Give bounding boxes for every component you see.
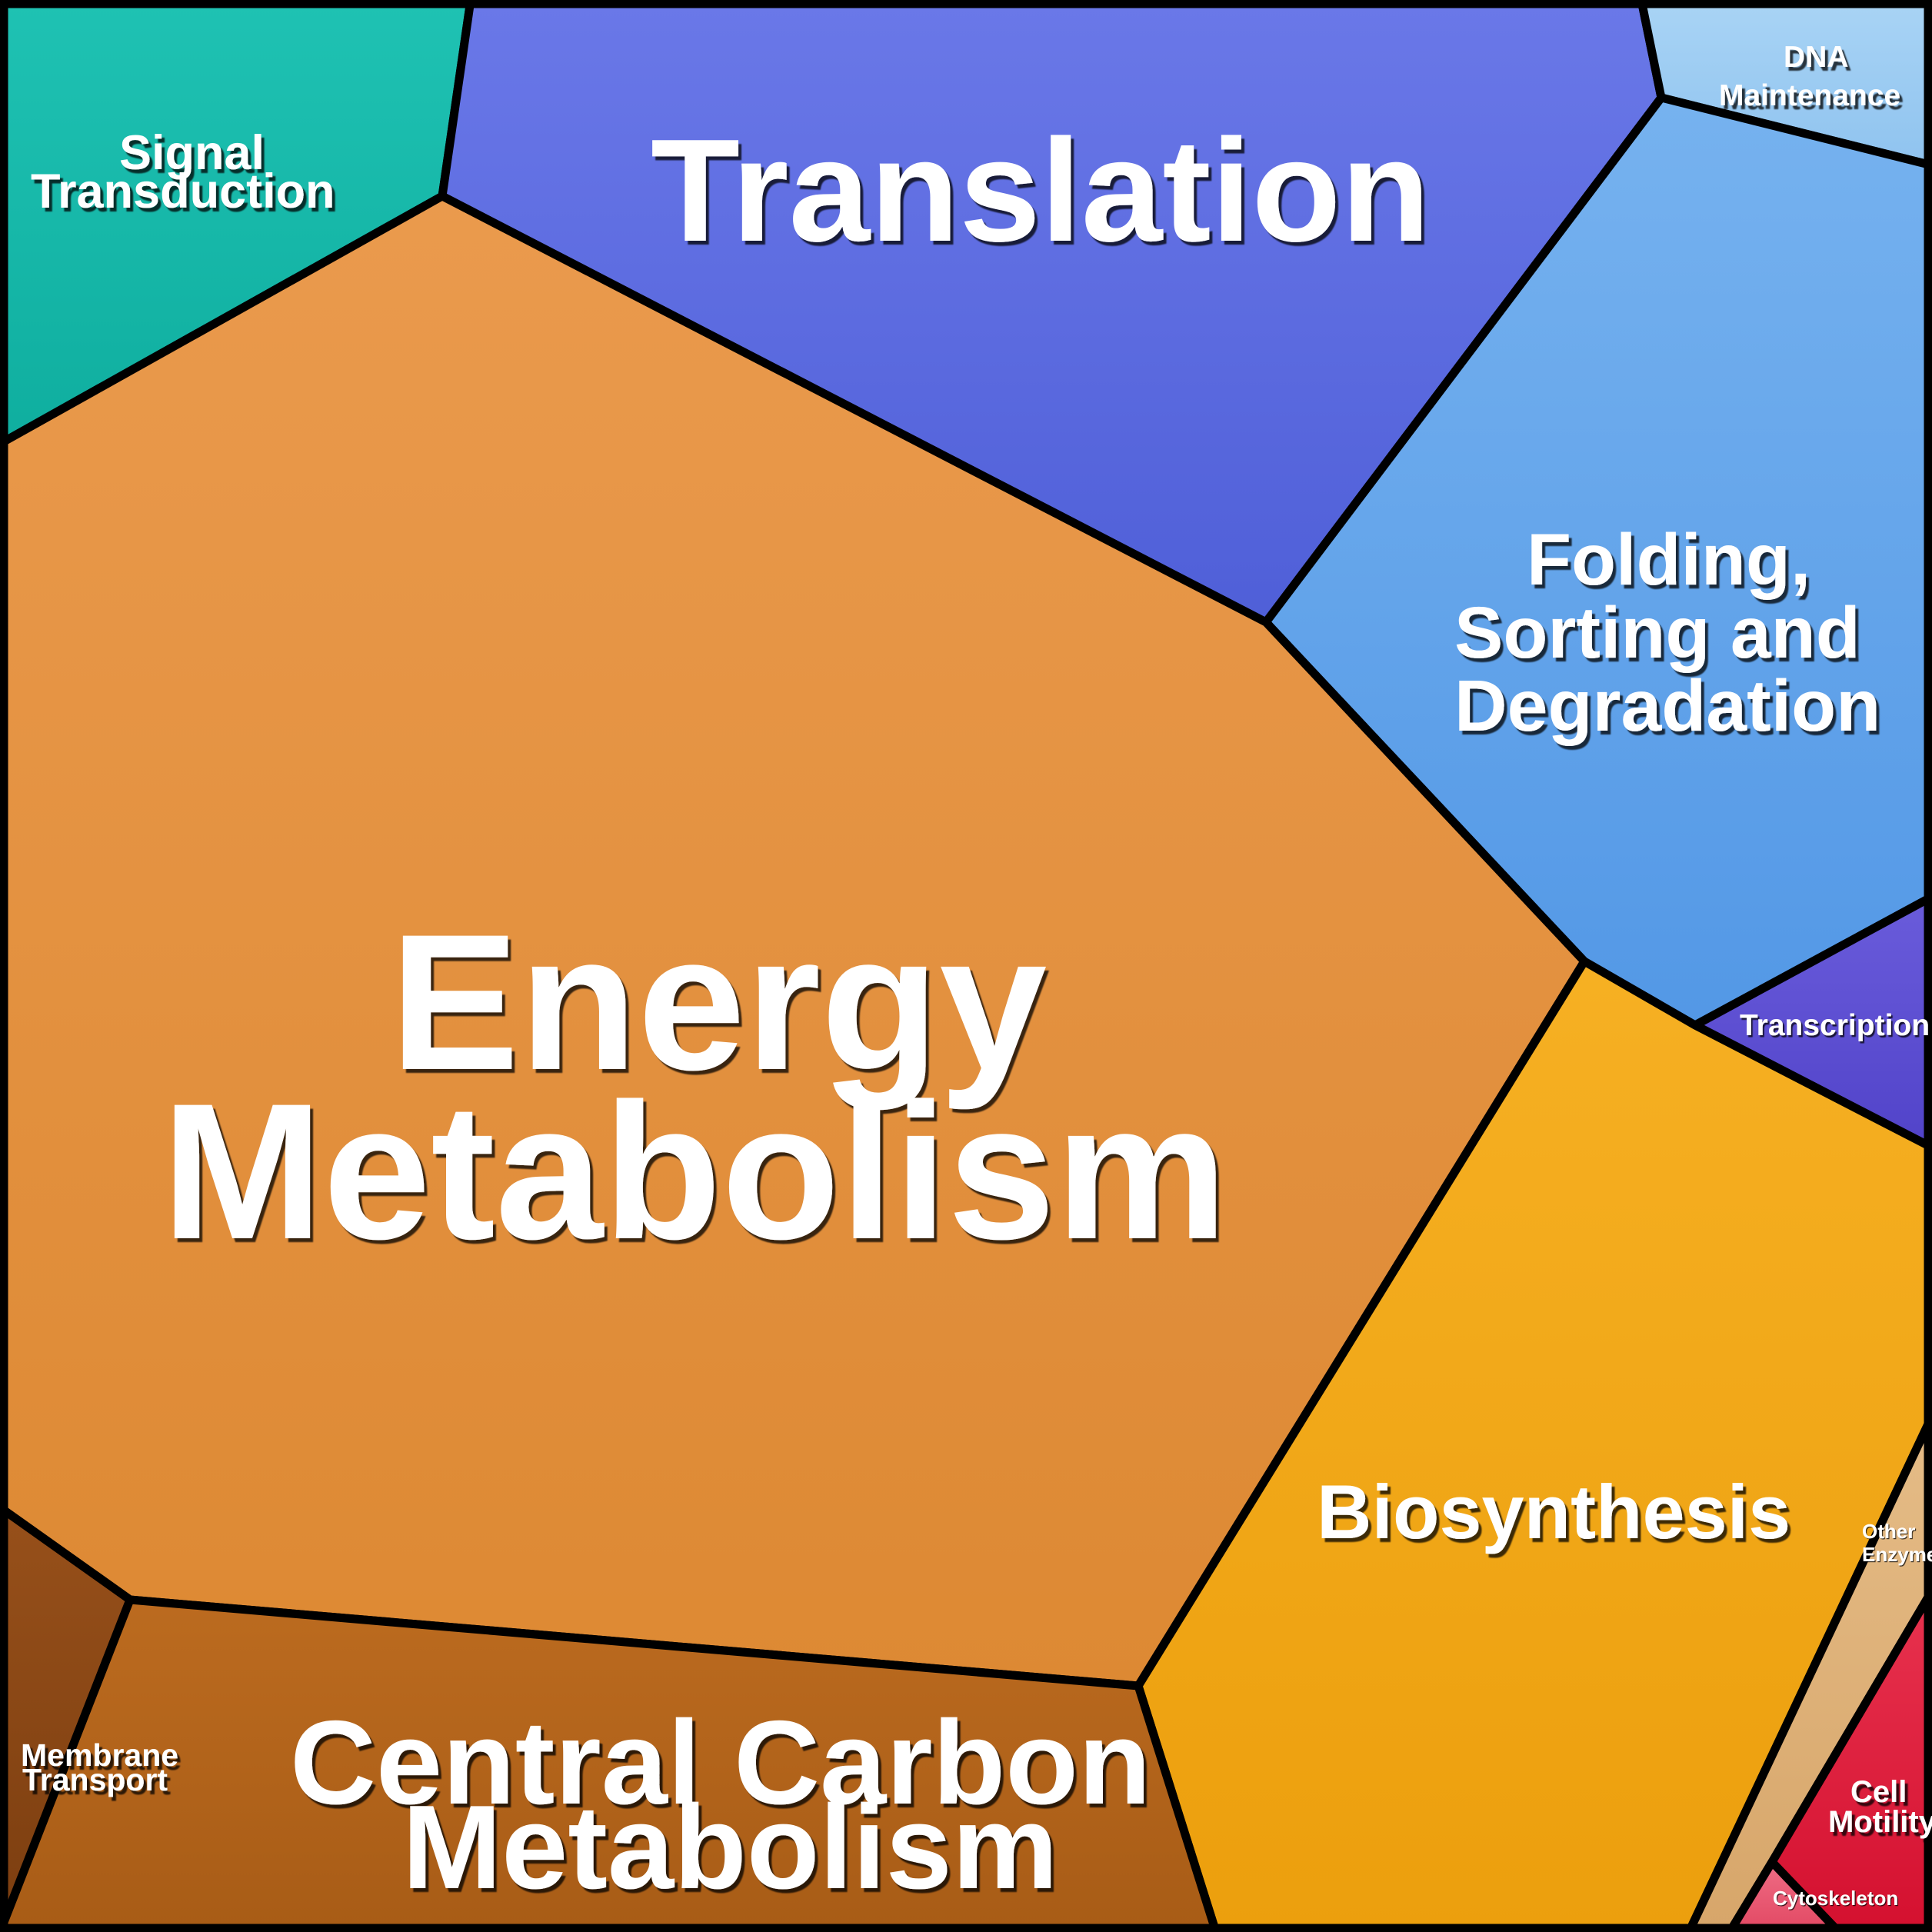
svg-text:DNA: DNA (1784, 41, 1849, 74)
svg-text:Metabolism: Metabolism (162, 1064, 1227, 1280)
svg-text:Cell: Cell (1850, 1775, 1907, 1809)
svg-text:Folding,: Folding, (1527, 519, 1810, 601)
svg-text:Transcription: Transcription (1740, 1009, 1930, 1042)
svg-text:Cytoskeleton: Cytoskeleton (1773, 1887, 1898, 1910)
svg-text:Sorting and: Sorting and (1454, 592, 1860, 674)
svg-text:Transduction: Transduction (31, 165, 335, 218)
svg-text:Enzymes: Enzymes (1862, 1543, 1932, 1566)
svg-text:Metabolism: Metabolism (402, 1780, 1058, 1914)
svg-text:Biosynthesis: Biosynthesis (1317, 1469, 1790, 1554)
svg-text:Other: Other (1862, 1520, 1915, 1543)
svg-text:Maintenance: Maintenance (1719, 79, 1900, 112)
svg-text:Degradation: Degradation (1454, 665, 1880, 747)
svg-text:Transport: Transport (22, 1762, 168, 1797)
svg-text:Motility: Motility (1828, 1805, 1932, 1839)
svg-text:Translation: Translation (651, 109, 1431, 272)
